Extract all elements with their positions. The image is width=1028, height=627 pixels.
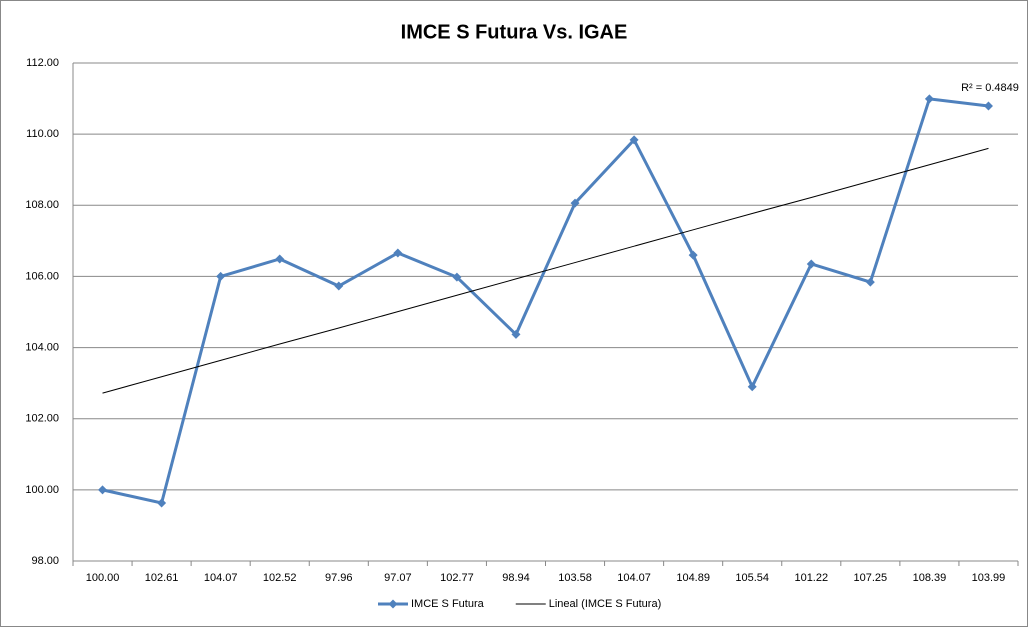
x-tick-label: 98.94 [502, 572, 530, 584]
x-tick-label: 104.07 [617, 572, 651, 584]
data-point [216, 271, 226, 281]
trend-line [102, 147, 989, 394]
data-point [334, 281, 344, 291]
data-point [924, 94, 934, 104]
x-tick-label: 102.61 [145, 572, 179, 584]
y-tick-label: 106.00 [25, 270, 59, 282]
data-point [629, 135, 639, 145]
x-tick-label: 103.58 [558, 572, 592, 584]
y-tick-label: 102.00 [25, 413, 59, 425]
data-point [806, 259, 816, 269]
data-point [688, 250, 698, 260]
data-point [865, 277, 875, 287]
data-point [275, 254, 285, 264]
legend-marker [388, 599, 398, 609]
x-tick-label: 104.07 [204, 572, 238, 584]
data-point [98, 485, 108, 495]
x-tick-label: 104.89 [676, 572, 710, 584]
x-tick-label: 100.00 [86, 572, 120, 584]
data-point [452, 272, 462, 282]
data-point [983, 101, 993, 111]
x-tick-label: 101.22 [794, 572, 828, 584]
x-tick-label: 103.99 [972, 572, 1006, 584]
x-tick-label: 97.96 [325, 572, 353, 584]
legend-label: IMCE S Futura [411, 598, 485, 610]
data-point [511, 329, 521, 339]
y-tick-label: 108.00 [25, 199, 59, 211]
y-tick-label: 98.00 [31, 555, 59, 567]
data-line [102, 97, 989, 505]
legend-label: Lineal (IMCE S Futura) [549, 598, 661, 610]
data-point [747, 382, 757, 392]
chart-title: IMCE S Futura Vs. IGAE [401, 21, 628, 43]
data-point [393, 248, 403, 258]
y-tick-label: 112.00 [26, 57, 59, 69]
x-tick-label: 97.07 [384, 572, 412, 584]
data-point [570, 198, 580, 208]
y-tick-label: 110.00 [26, 128, 59, 140]
x-tick-label: 107.25 [854, 572, 888, 584]
y-tick-label: 100.00 [25, 484, 59, 496]
data-point [157, 498, 167, 508]
x-tick-label: 102.77 [440, 572, 474, 584]
y-tick-label: 104.00 [25, 341, 59, 353]
x-tick-label: 102.52 [263, 572, 297, 584]
x-tick-label: 108.39 [913, 572, 947, 584]
annotation: R² = 0.4849 [961, 82, 1019, 94]
x-tick-label: 105.54 [735, 572, 769, 584]
